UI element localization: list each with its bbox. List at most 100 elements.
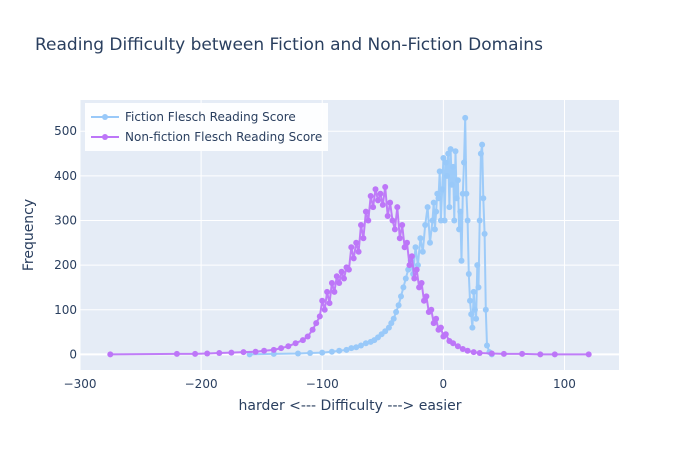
data-point (252, 348, 259, 355)
data-point (390, 315, 397, 322)
data-point (473, 315, 480, 322)
data-point (440, 155, 447, 161)
data-point (375, 197, 381, 204)
data-point (537, 351, 544, 358)
data-point (458, 257, 465, 264)
data-point (500, 350, 507, 357)
data-point (370, 204, 377, 211)
data-point (442, 331, 449, 338)
data-point (379, 201, 386, 208)
data-point (338, 268, 345, 275)
data-point (435, 195, 442, 202)
data-point (430, 320, 437, 327)
data-point (328, 348, 335, 355)
data-point (414, 262, 421, 269)
data-point (362, 340, 369, 347)
data-point (216, 350, 223, 356)
data-point (422, 222, 429, 228)
data-point (476, 217, 483, 224)
data-point (353, 239, 360, 246)
data-point (377, 190, 384, 197)
data-point (343, 346, 350, 353)
x-axis-ticks: −300 −200 −100 0 100 (64, 377, 576, 391)
data-point (468, 311, 475, 318)
legend: Fiction Flesch Reading Score Non-fiction … (85, 103, 328, 151)
data-point (448, 181, 455, 188)
legend-item[interactable]: Non-fiction Flesch Reading Score (91, 130, 322, 144)
data-point (428, 306, 435, 313)
data-point (192, 350, 199, 357)
data-point (326, 300, 333, 307)
data-point (429, 217, 436, 224)
y-tick-label: 100 (54, 303, 77, 317)
data-point (585, 351, 592, 358)
data-point (345, 266, 352, 273)
data-point (107, 351, 114, 358)
data-point (479, 141, 486, 148)
legend-box (85, 103, 328, 151)
data-point (295, 350, 301, 357)
data-point (481, 230, 488, 237)
y-tick-label: 300 (54, 213, 77, 227)
data-point (461, 159, 467, 166)
y-axis-ticks: 0 100 200 300 400 500 (54, 124, 77, 361)
data-point (445, 150, 452, 157)
data-point (319, 349, 326, 356)
y-tick-label: 200 (54, 258, 77, 272)
data-point (456, 226, 463, 233)
data-point (480, 195, 487, 202)
data-point (484, 342, 490, 349)
data-point (316, 313, 323, 320)
data-point (418, 280, 425, 286)
data-point (365, 217, 372, 224)
series-layer (107, 114, 592, 358)
data-point (204, 350, 211, 357)
data-point (401, 244, 408, 251)
series-fiction (246, 114, 495, 358)
x-tick-label: 100 (553, 377, 576, 391)
data-point (417, 235, 424, 242)
data-point (333, 273, 340, 280)
data-point (411, 275, 418, 282)
data-point (416, 284, 423, 291)
y-axis-label: Frequency (21, 199, 37, 271)
data-point (427, 239, 433, 246)
data-point (399, 222, 406, 228)
data-point (336, 280, 343, 286)
data-point (324, 288, 331, 295)
data-point (396, 235, 403, 242)
data-point (331, 288, 338, 295)
data-point (450, 163, 457, 170)
data-point (457, 208, 464, 215)
data-point (405, 266, 412, 273)
data-point (261, 347, 268, 354)
data-point (348, 345, 355, 352)
data-point (319, 297, 326, 304)
data-point (341, 275, 347, 282)
data-point (450, 340, 457, 347)
data-point (431, 226, 438, 233)
legend-item[interactable]: Fiction Flesch Reading Score (91, 110, 296, 124)
data-point (470, 288, 477, 295)
data-point (471, 306, 478, 313)
y-tick-label: 0 (69, 347, 77, 361)
data-point (447, 146, 454, 153)
data-point (412, 244, 419, 251)
data-point (477, 150, 484, 157)
data-point (304, 333, 311, 340)
data-point (328, 280, 335, 286)
data-point (459, 346, 466, 352)
data-point (464, 217, 471, 224)
data-point (433, 315, 440, 322)
x-tick-label: −300 (64, 377, 97, 391)
data-point (424, 204, 431, 211)
data-point (476, 350, 483, 356)
data-point (393, 309, 400, 315)
data-point (463, 190, 470, 197)
data-point (421, 297, 427, 304)
data-point (285, 343, 292, 350)
data-point (454, 343, 461, 350)
data-point (394, 204, 401, 211)
data-point (353, 344, 360, 351)
data-point (389, 217, 396, 224)
